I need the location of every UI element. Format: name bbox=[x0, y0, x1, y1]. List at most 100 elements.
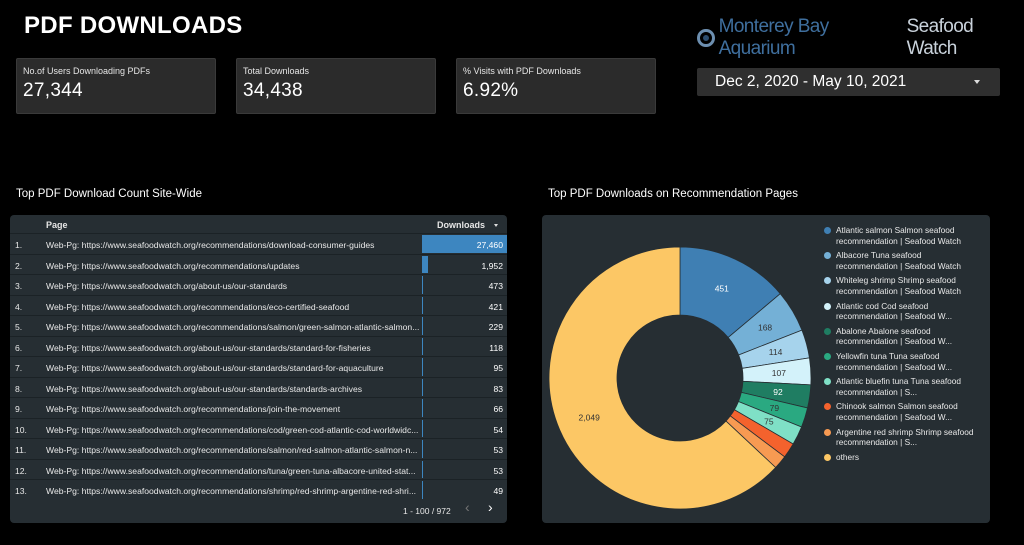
legend-label: others bbox=[836, 451, 860, 462]
kpi-card-users: No.of Users Downloading PDFs 27,344 bbox=[16, 58, 216, 114]
kpi-label: % Visits with PDF Downloads bbox=[463, 66, 581, 76]
page-url-cell: Web-Pg: https://www.seafoodwatch.org/rec… bbox=[46, 260, 300, 271]
legend-swatch bbox=[824, 403, 831, 411]
sort-desc-icon[interactable] bbox=[494, 224, 498, 227]
legend-label: Argentine red shrimp Shrimp seafood reco… bbox=[836, 426, 974, 448]
legend-item[interactable]: Atlantic bluefin tuna Tuna seafood recom… bbox=[822, 376, 982, 397]
table-header: Page Downloads bbox=[10, 215, 507, 233]
row-index: 13. bbox=[15, 486, 27, 496]
chart-section-title: Top PDF Downloads on Recommendation Page… bbox=[548, 188, 798, 200]
page-url-cell: Web-Pg: https://www.seafoodwatch.org/rec… bbox=[46, 240, 375, 250]
downloads-cell: 27,460 bbox=[422, 234, 507, 254]
table-row[interactable]: 6. Web-Pg: https://www.seafoodwatch.org/a… bbox=[10, 335, 507, 357]
legend-item[interactable]: Yellowfin tuna Tuna seafood recommendati… bbox=[822, 351, 982, 372]
slice-value-label: 2,049 bbox=[579, 412, 601, 422]
kpi-value: 27,344 bbox=[23, 80, 83, 101]
page-url-cell: Web-Pg: https://www.seafoodwatch.org/abo… bbox=[46, 363, 384, 373]
downloads-cell: 53 bbox=[422, 460, 507, 480]
downloads-cell: 229 bbox=[422, 316, 507, 336]
legend-label: Yellowfin tuna Tuna seafood recommendati… bbox=[836, 350, 953, 372]
downloads-value: 54 bbox=[493, 424, 503, 435]
downloads-bar bbox=[422, 235, 507, 253]
table-row[interactable]: 3. Web-Pg: https://www.seafoodwatch.org/a… bbox=[10, 274, 507, 295]
slice-value-label: 92 bbox=[773, 387, 783, 397]
table-row[interactable]: 1. Web-Pg: https://www.seafoodwatch.org/r… bbox=[10, 233, 507, 254]
kpi-value: 34,438 bbox=[243, 80, 303, 101]
row-index: 9. bbox=[15, 404, 23, 414]
table-row[interactable]: 7. Web-Pg: https://www.seafoodwatch.org/a… bbox=[10, 356, 507, 377]
legend-swatch bbox=[824, 227, 831, 234]
kpi-value: 6.92% bbox=[463, 80, 519, 101]
row-index: 3. bbox=[15, 281, 23, 291]
table-row[interactable]: 2. Web-Pg: https://www.seafoodwatch.org/r… bbox=[10, 253, 507, 275]
downloads-cell: 66 bbox=[422, 398, 507, 418]
column-header-downloads[interactable]: Downloads bbox=[437, 220, 486, 230]
page-url-cell: Web-Pg: https://www.seafoodwatch.org/rec… bbox=[46, 301, 350, 312]
legend-label: Atlantic bluefin tuna Tuna seafood recom… bbox=[836, 376, 962, 397]
downloads-cell: 53 bbox=[422, 439, 507, 459]
downloads-bar bbox=[422, 255, 429, 273]
page-title: PDF DOWNLOADS bbox=[24, 12, 243, 39]
table-section-title: Top PDF Download Count Site-Wide bbox=[16, 188, 202, 200]
date-range-picker[interactable]: Dec 2, 2020 - May 10, 2021 bbox=[697, 68, 1000, 96]
row-index: 8. bbox=[15, 383, 23, 394]
next-page-icon[interactable]: › bbox=[488, 499, 493, 515]
downloads-cell: 95 bbox=[422, 357, 507, 377]
table-row[interactable]: 9. Web-Pg: https://www.seafoodwatch.org/r… bbox=[10, 397, 507, 418]
legend-item[interactable]: Atlantic salmon Salmon seafood recommend… bbox=[822, 225, 982, 246]
table-row[interactable]: 12. Web-Pg: https://www.seafoodwatch.org/… bbox=[10, 458, 507, 480]
downloads-cell: 83 bbox=[422, 378, 507, 398]
legend-item[interactable]: Whiteleg shrimp Shrimp seafood recommend… bbox=[822, 275, 982, 296]
legend-item[interactable]: Abalone Abalone seafood recommendation |… bbox=[822, 326, 982, 347]
legend-swatch bbox=[824, 252, 831, 260]
downloads-bar bbox=[422, 296, 424, 314]
legend-item[interactable]: Atlantic cod Cod seafood recommendation … bbox=[822, 301, 982, 322]
donut-chart: 451 168 114 107 92 79 75 2,049 bbox=[548, 246, 812, 510]
kpi-label: Total Downloads bbox=[243, 66, 310, 76]
legend-item[interactable]: Argentine red shrimp Shrimp seafood reco… bbox=[822, 427, 982, 448]
kpi-label: No.of Users Downloading PDFs bbox=[23, 66, 151, 76]
downloads-cell: 54 bbox=[422, 419, 507, 439]
dropdown-arrow-icon bbox=[974, 80, 980, 84]
table-row[interactable]: 13. Web-Pg: https://www.seafoodwatch.org/… bbox=[10, 479, 507, 500]
legend-item[interactable]: others bbox=[822, 452, 982, 463]
downloads-table: Page Downloads 1. Web-Pg: https://www.sea… bbox=[10, 215, 507, 523]
row-index: 6. bbox=[15, 342, 23, 353]
donut-chart-card: 451 168 114 107 92 79 75 2,049 Atlantic salmon … bbox=[542, 215, 990, 523]
table-row[interactable]: 8. Web-Pg: https://www.seafoodwatch.org/a… bbox=[10, 376, 507, 398]
table-row[interactable]: 11. Web-Pg: https://www.seafoodwatch.org/… bbox=[10, 438, 507, 459]
row-index: 4. bbox=[15, 301, 23, 312]
table-row[interactable]: 4. Web-Pg: https://www.seafoodwatch.org/r… bbox=[10, 294, 507, 316]
legend-label: Albacore Tuna seafood recommendation | S… bbox=[836, 250, 961, 271]
row-index: 12. bbox=[15, 465, 27, 476]
previous-page-icon[interactable]: ‹ bbox=[465, 499, 470, 515]
legend-item[interactable]: Albacore Tuna seafood recommendation | S… bbox=[822, 250, 982, 271]
logo-text-org: Monterey Bay Aquarium bbox=[718, 16, 830, 59]
page-url-cell: Web-Pg: https://www.seafoodwatch.org/rec… bbox=[46, 465, 416, 476]
slice-value-label: 107 bbox=[772, 368, 786, 378]
downloads-cell: 1,952 bbox=[422, 255, 507, 275]
slice-value-label: 168 bbox=[758, 322, 772, 332]
kpi-card-total-downloads: Total Downloads 34,438 bbox=[236, 58, 436, 114]
legend-swatch bbox=[824, 352, 831, 360]
pagination-label: 1 - 100 / 972 bbox=[403, 506, 451, 516]
downloads-value: 118 bbox=[489, 342, 503, 353]
page-url-cell: Web-Pg: https://www.seafoodwatch.org/rec… bbox=[46, 404, 341, 414]
legend-swatch bbox=[824, 378, 831, 386]
table-row[interactable]: 5. Web-Pg: https://www.seafoodwatch.org/r… bbox=[10, 315, 507, 336]
downloads-cell: 421 bbox=[422, 296, 507, 316]
downloads-cell: 49 bbox=[422, 480, 507, 500]
downloads-value: 53 bbox=[493, 465, 503, 476]
downloads-value: 27,460 bbox=[476, 240, 503, 250]
legend-label: Chinook salmon Salmon seafood recommenda… bbox=[836, 401, 958, 422]
table-row[interactable]: 10. Web-Pg: https://www.seafoodwatch.org/… bbox=[10, 417, 507, 439]
legend-swatch bbox=[824, 428, 831, 436]
downloads-value: 66 bbox=[493, 404, 503, 414]
page-url-cell: Web-Pg: https://www.seafoodwatch.org/abo… bbox=[46, 281, 288, 291]
downloads-value: 473 bbox=[488, 281, 503, 291]
slice-value-label: 114 bbox=[769, 347, 783, 357]
donut-slice[interactable] bbox=[548, 246, 777, 510]
legend-label: Atlantic cod Cod seafood recommendation … bbox=[836, 300, 953, 322]
column-header-page[interactable]: Page bbox=[46, 220, 68, 230]
legend-item[interactable]: Chinook salmon Salmon seafood recommenda… bbox=[822, 401, 982, 422]
